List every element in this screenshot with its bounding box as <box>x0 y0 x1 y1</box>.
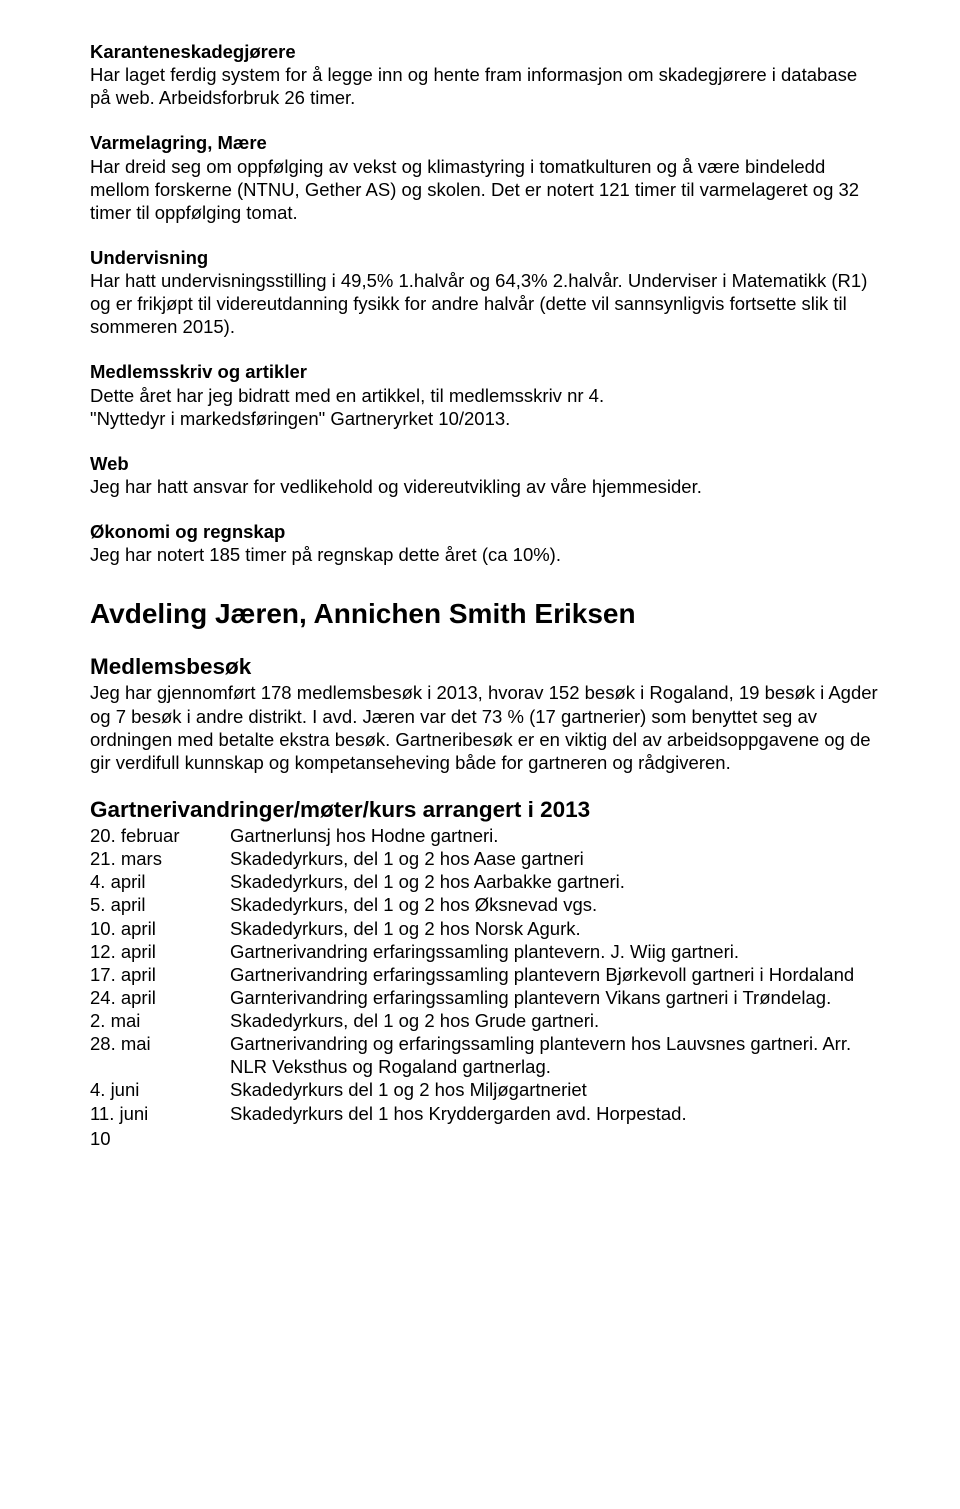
event-desc: Gartnerivandring og erfaringssamling pla… <box>230 1032 880 1078</box>
body-varmelagring: Har dreid seg om oppfølging av vekst og … <box>90 155 880 224</box>
event-row: 4. aprilSkadedyrkurs, del 1 og 2 hos Aar… <box>90 870 880 893</box>
section-varmelagring: Varmelagring, Mære Har dreid seg om oppf… <box>90 131 880 224</box>
event-date: 28. mai <box>90 1032 230 1055</box>
event-row: 17. aprilGartnerivandring erfaringssamli… <box>90 963 880 986</box>
heading-medlemsbesok: Medlemsbesøk <box>90 653 880 681</box>
event-date: 24. april <box>90 986 230 1009</box>
page-number: 10 <box>90 1127 880 1150</box>
event-date: 21. mars <box>90 847 230 870</box>
event-row: 11. juniSkadedyrkurs del 1 hos Krydderga… <box>90 1102 880 1125</box>
event-row: 24. aprilGarnterivandring erfaringssamli… <box>90 986 880 1009</box>
heading-gartneri: Gartnerivandringer/møter/kurs arrangert … <box>90 796 880 824</box>
heading-web: Web <box>90 452 880 475</box>
events-list: 20. februarGartnerlunsj hos Hodne gartne… <box>90 824 880 1125</box>
event-date: 11. juni <box>90 1102 230 1125</box>
event-row: 21. marsSkadedyrkurs, del 1 og 2 hos Aas… <box>90 847 880 870</box>
event-date: 10. april <box>90 917 230 940</box>
section-karantene: Karanteneskadegjørere Har laget ferdig s… <box>90 40 880 109</box>
event-desc: Skadedyrkurs, del 1 og 2 hos Øksnevad vg… <box>230 893 880 916</box>
section-medlemsskriv: Medlemsskriv og artikler Dette året har … <box>90 360 880 429</box>
event-desc: Gartnerivandring erfaringssamling plante… <box>230 940 880 963</box>
event-row: 10. aprilSkadedyrkurs, del 1 og 2 hos No… <box>90 917 880 940</box>
event-date: 17. april <box>90 963 230 986</box>
event-date: 4. april <box>90 870 230 893</box>
body-undervisning: Har hatt undervisningsstilling i 49,5% 1… <box>90 269 880 338</box>
body-karantene: Har laget ferdig system for å legge inn … <box>90 63 880 109</box>
event-desc: Skadedyrkurs, del 1 og 2 hos Aarbakke ga… <box>230 870 880 893</box>
event-desc: Gartnerivandring erfaringssamling plante… <box>230 963 880 986</box>
event-desc: Skadedyrkurs del 1 og 2 hos Miljøgartner… <box>230 1078 880 1101</box>
body-web: Jeg har hatt ansvar for vedlikehold og v… <box>90 475 880 498</box>
event-desc: Skadedyrkurs, del 1 og 2 hos Aase gartne… <box>230 847 880 870</box>
body-medlemsskriv-1: Dette året har jeg bidratt med en artikk… <box>90 384 880 407</box>
body-medlemsskriv-2: "Nyttedyr i markedsføringen" Gartneryrke… <box>90 407 880 430</box>
event-row: 2. maiSkadedyrkurs, del 1 og 2 hos Grude… <box>90 1009 880 1032</box>
event-row: 28. maiGartnerivandring og erfaringssaml… <box>90 1032 880 1078</box>
section-medlemsbesok: Medlemsbesøk Jeg har gjennomført 178 med… <box>90 653 880 774</box>
section-gartneri: Gartnerivandringer/møter/kurs arrangert … <box>90 796 880 1125</box>
heading-undervisning: Undervisning <box>90 246 880 269</box>
event-row: 5. aprilSkadedyrkurs, del 1 og 2 hos Øks… <box>90 893 880 916</box>
event-row: 12. aprilGartnerivandring erfaringssamli… <box>90 940 880 963</box>
section-okonomi: Økonomi og regnskap Jeg har notert 185 t… <box>90 520 880 566</box>
section-undervisning: Undervisning Har hatt undervisningsstill… <box>90 246 880 339</box>
event-date: 12. april <box>90 940 230 963</box>
body-medlemsbesok: Jeg har gjennomført 178 medlemsbesøk i 2… <box>90 681 880 774</box>
event-row: 20. februarGartnerlunsj hos Hodne gartne… <box>90 824 880 847</box>
event-date: 5. april <box>90 893 230 916</box>
event-desc: Gartnerlunsj hos Hodne gartneri. <box>230 824 880 847</box>
heading-varmelagring: Varmelagring, Mære <box>90 131 880 154</box>
event-desc: Skadedyrkurs del 1 hos Kryddergarden avd… <box>230 1102 880 1125</box>
heading-avdeling: Avdeling Jæren, Annichen Smith Eriksen <box>90 596 880 631</box>
heading-karantene: Karanteneskadegjørere <box>90 40 880 63</box>
section-web: Web Jeg har hatt ansvar for vedlikehold … <box>90 452 880 498</box>
heading-okonomi: Økonomi og regnskap <box>90 520 880 543</box>
event-desc: Skadedyrkurs, del 1 og 2 hos Norsk Agurk… <box>230 917 880 940</box>
event-date: 20. februar <box>90 824 230 847</box>
event-row: 4. juniSkadedyrkurs del 1 og 2 hos Miljø… <box>90 1078 880 1101</box>
event-desc: Garnterivandring erfaringssamling plante… <box>230 986 880 1009</box>
event-desc: Skadedyrkurs, del 1 og 2 hos Grude gartn… <box>230 1009 880 1032</box>
body-okonomi: Jeg har notert 185 timer på regnskap det… <box>90 543 880 566</box>
event-date: 4. juni <box>90 1078 230 1101</box>
heading-medlemsskriv: Medlemsskriv og artikler <box>90 360 880 383</box>
event-date: 2. mai <box>90 1009 230 1032</box>
